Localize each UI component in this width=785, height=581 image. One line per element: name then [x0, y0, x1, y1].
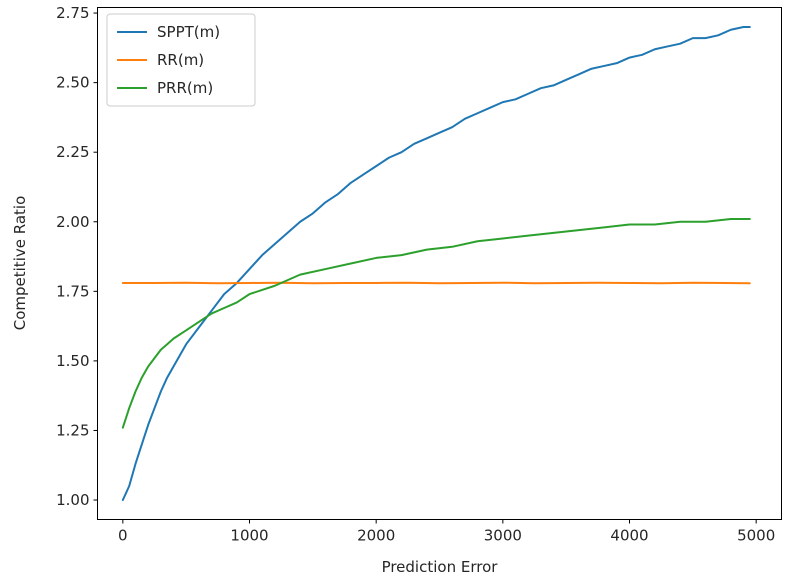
legend-entry: SPPT(m): [157, 23, 220, 41]
x-tick-label: 3000: [484, 527, 522, 545]
x-tick-label: 4000: [610, 527, 648, 545]
y-axis-label: Competitive Ratio: [11, 196, 29, 331]
y-tick-label: 1.25: [56, 421, 89, 439]
y-tick-label: 1.50: [56, 352, 89, 370]
x-tick-label: 2000: [357, 527, 395, 545]
x-tick-label: 0: [118, 527, 128, 545]
y-tick-label: 2.00: [56, 213, 89, 231]
x-axis-label: Prediction Error: [382, 558, 499, 576]
y-tick-label: 1.00: [56, 491, 89, 509]
y-axis: 1.00 1.25 1.50 1.75 2.00 2.25 2.50 2.75: [56, 4, 98, 509]
y-tick-label: 1.75: [56, 282, 89, 300]
legend-entry: RR(m): [157, 51, 204, 69]
legend: SPPT(m) RR(m) PRR(m): [106, 13, 256, 107]
y-tick-label: 2.75: [56, 4, 89, 22]
series-line: [121, 217, 751, 429]
series-line: [121, 281, 751, 285]
plot-lines: [121, 25, 751, 502]
x-tick-label: 1000: [230, 527, 268, 545]
y-tick-label: 2.25: [56, 143, 89, 161]
y-tick-label: 2.50: [56, 74, 89, 92]
series-line: [121, 25, 751, 502]
x-tick-label: 5000: [737, 527, 775, 545]
x-axis: 0 1000 2000 3000 4000 5000: [118, 519, 775, 545]
plot-frame: [97, 7, 782, 520]
legend-frame: [106, 13, 256, 107]
legend-entry: PRR(m): [157, 79, 213, 97]
